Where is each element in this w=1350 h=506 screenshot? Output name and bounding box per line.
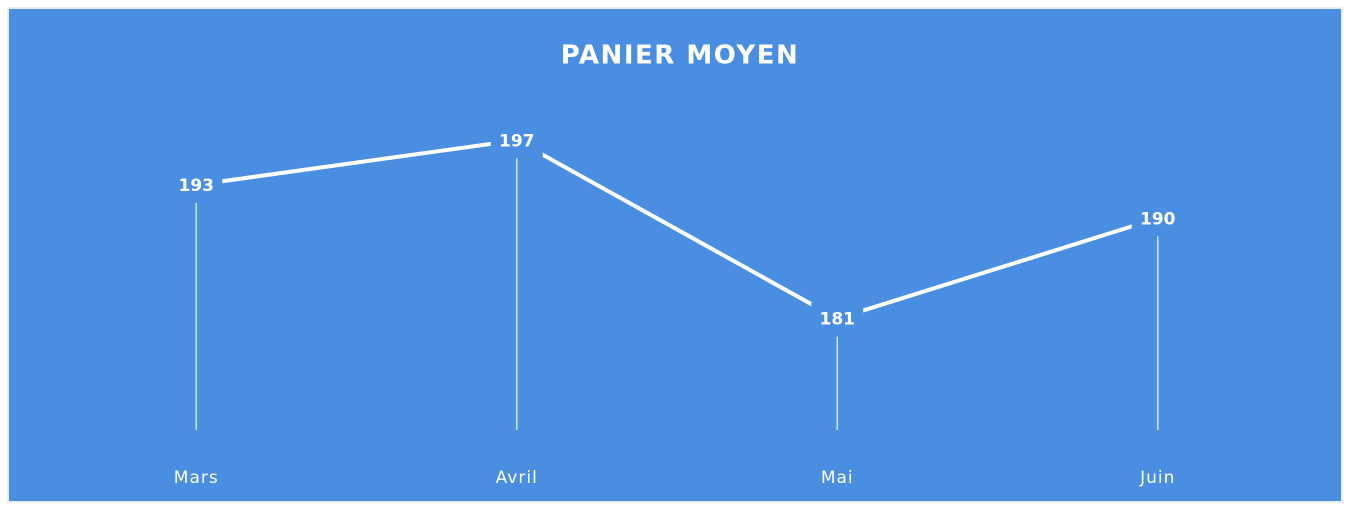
x-tick-label: Mai xyxy=(821,468,854,488)
data-label: 193 xyxy=(179,176,215,196)
line xyxy=(195,138,1159,321)
label-background xyxy=(170,168,223,203)
x-tick-label: Avril xyxy=(496,468,538,488)
chart-background xyxy=(7,7,1343,503)
data-label: 190 xyxy=(1140,209,1176,229)
chart-title: PANIER MOYEN xyxy=(561,41,799,71)
data-label: 181 xyxy=(820,310,856,330)
data-label: 197 xyxy=(499,131,535,151)
label-background xyxy=(811,302,864,337)
x-tick-label: Mars xyxy=(174,468,219,488)
label-background xyxy=(490,124,543,159)
x-tick-label: Juin xyxy=(1139,468,1175,488)
label-background xyxy=(1131,202,1184,237)
